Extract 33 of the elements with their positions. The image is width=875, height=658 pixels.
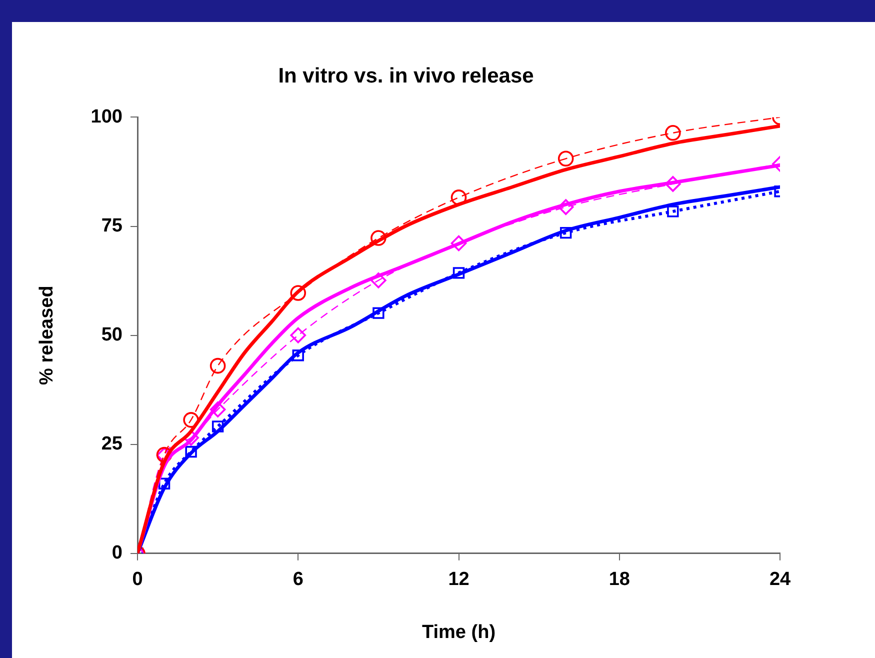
y-tick-label: 0	[112, 542, 122, 564]
y-tick-label: 100	[90, 106, 122, 128]
chart-title: In vitro vs. in vivo release	[278, 64, 534, 88]
point	[185, 446, 197, 458]
point	[667, 206, 679, 218]
point	[210, 402, 226, 418]
point	[665, 125, 681, 141]
x-tick-label: 24	[769, 569, 791, 590]
point	[183, 412, 199, 428]
point	[212, 420, 224, 432]
point	[452, 267, 465, 279]
point	[558, 199, 574, 215]
point	[372, 307, 384, 319]
point	[210, 358, 226, 374]
x-tick-label: 0	[132, 569, 143, 590]
x-axis-title: Time (h)	[422, 622, 496, 643]
x-tick-label: 6	[292, 569, 304, 590]
point	[290, 285, 306, 301]
point	[370, 272, 386, 288]
x-tick-label: 12	[448, 569, 470, 590]
point	[558, 150, 574, 167]
x-tick-label: 18	[608, 569, 630, 590]
y-tick-label: 25	[101, 434, 123, 455]
point	[370, 230, 386, 246]
y-tick-label: 50	[101, 324, 122, 346]
y-tick-label: 75	[101, 215, 123, 236]
point	[292, 350, 304, 362]
y-axis-title: % released	[36, 286, 58, 385]
point	[665, 176, 681, 192]
point	[290, 327, 306, 344]
point	[450, 235, 467, 252]
point	[450, 190, 467, 206]
point	[560, 226, 572, 239]
